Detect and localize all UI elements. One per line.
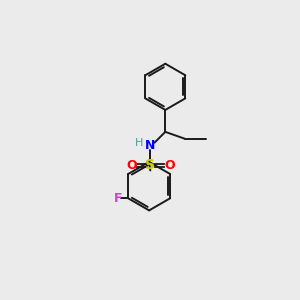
Text: N: N — [145, 139, 155, 152]
Text: O: O — [126, 159, 137, 172]
Text: O: O — [164, 159, 175, 172]
Text: S: S — [145, 158, 155, 172]
Text: H: H — [135, 138, 143, 148]
Text: F: F — [113, 192, 122, 205]
